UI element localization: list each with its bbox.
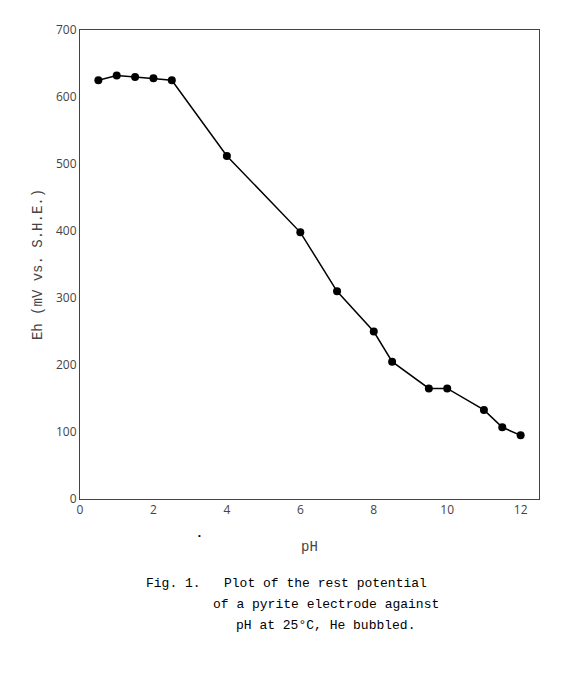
svg-text:300: 300 bbox=[56, 289, 77, 306]
svg-text:12: 12 bbox=[514, 501, 528, 518]
svg-text:500: 500 bbox=[56, 155, 77, 172]
svg-text:6: 6 bbox=[297, 501, 304, 518]
svg-text:700: 700 bbox=[56, 21, 77, 38]
svg-text:8: 8 bbox=[370, 501, 377, 518]
svg-text:10: 10 bbox=[440, 501, 454, 518]
svg-text:pH: pH bbox=[301, 539, 318, 555]
svg-text:200: 200 bbox=[56, 356, 77, 373]
svg-text:4: 4 bbox=[223, 501, 230, 518]
svg-text:2: 2 bbox=[150, 501, 157, 518]
svg-text:pH at 25°C, He bubbled.: pH at 25°C, He bubbled. bbox=[158, 618, 415, 633]
svg-text:100: 100 bbox=[56, 423, 77, 440]
svg-text:of a pyrite electrode against: of a pyrite electrode against bbox=[135, 597, 439, 612]
svg-text:•: • bbox=[197, 531, 202, 540]
svg-text:400: 400 bbox=[56, 222, 77, 239]
svg-text:Eh (mV vs. S.H.E.): Eh (mV vs. S.H.E.) bbox=[30, 189, 46, 340]
svg-text:0: 0 bbox=[77, 501, 84, 518]
svg-text:600: 600 bbox=[56, 88, 77, 105]
svg-text:Fig. 1. Plot of the rest pot: Fig. 1. Plot of the rest potential bbox=[146, 576, 427, 591]
svg-text:0: 0 bbox=[70, 490, 77, 507]
